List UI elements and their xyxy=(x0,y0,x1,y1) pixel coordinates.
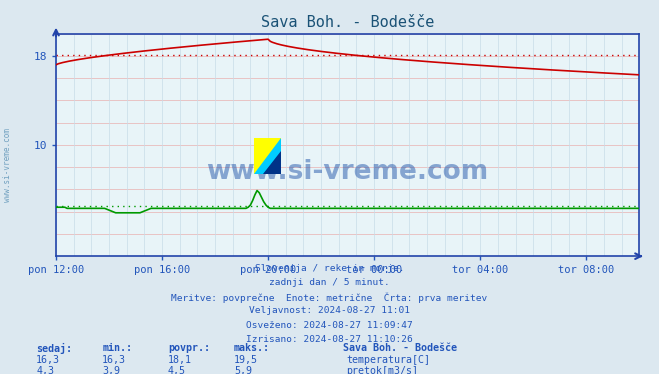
Text: sedaj:: sedaj: xyxy=(36,343,72,354)
Text: 3,9: 3,9 xyxy=(102,366,120,374)
Polygon shape xyxy=(254,138,281,174)
Text: maks.:: maks.: xyxy=(234,343,270,353)
Text: 5,9: 5,9 xyxy=(234,366,252,374)
Text: zadnji dan / 5 minut.: zadnji dan / 5 minut. xyxy=(269,278,390,287)
Text: 4,5: 4,5 xyxy=(168,366,186,374)
Text: www.si-vreme.com: www.si-vreme.com xyxy=(3,128,13,202)
Text: temperatura[C]: temperatura[C] xyxy=(346,355,430,365)
Polygon shape xyxy=(254,138,281,174)
Text: min.:: min.: xyxy=(102,343,132,353)
Text: 4,3: 4,3 xyxy=(36,366,54,374)
Text: Veljavnost: 2024-08-27 11:01: Veljavnost: 2024-08-27 11:01 xyxy=(249,306,410,315)
Text: Izrisano: 2024-08-27 11:10:26: Izrisano: 2024-08-27 11:10:26 xyxy=(246,335,413,344)
Text: Sava Boh. - Bodešče: Sava Boh. - Bodešče xyxy=(343,343,457,353)
Text: Slovenija / reke in morje.: Slovenija / reke in morje. xyxy=(255,264,404,273)
Text: 19,5: 19,5 xyxy=(234,355,258,365)
Polygon shape xyxy=(264,151,281,174)
Text: 16,3: 16,3 xyxy=(36,355,60,365)
Title: Sava Boh. - Bodešče: Sava Boh. - Bodešče xyxy=(261,15,434,30)
Text: Meritve: povprečne  Enote: metrične  Črta: prva meritev: Meritve: povprečne Enote: metrične Črta:… xyxy=(171,292,488,303)
Text: povpr.:: povpr.: xyxy=(168,343,210,353)
Text: Osveženo: 2024-08-27 11:09:47: Osveženo: 2024-08-27 11:09:47 xyxy=(246,321,413,329)
Text: 16,3: 16,3 xyxy=(102,355,126,365)
Text: pretok[m3/s]: pretok[m3/s] xyxy=(346,366,418,374)
Text: 18,1: 18,1 xyxy=(168,355,192,365)
Text: www.si-vreme.com: www.si-vreme.com xyxy=(206,159,489,185)
